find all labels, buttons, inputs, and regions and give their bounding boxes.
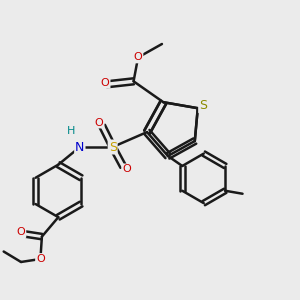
Text: O: O <box>95 118 103 128</box>
Text: H: H <box>67 126 75 136</box>
Text: O: O <box>36 254 45 264</box>
Text: O: O <box>122 164 131 174</box>
Text: O: O <box>134 52 142 62</box>
Text: S: S <box>109 140 117 154</box>
Text: N: N <box>75 140 85 154</box>
Text: O: O <box>16 227 26 237</box>
Text: S: S <box>199 99 207 112</box>
Text: O: O <box>101 78 110 88</box>
